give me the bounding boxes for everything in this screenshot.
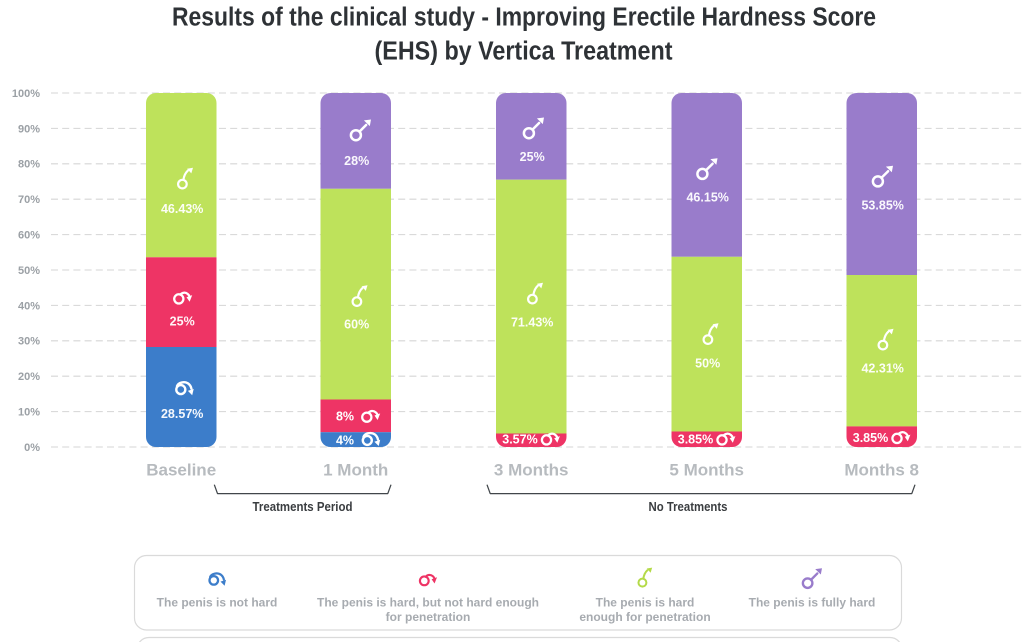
- svg-text:The penis is not hard: The penis is not hard: [157, 596, 278, 610]
- svg-text:No Treatments: No Treatments: [649, 500, 728, 514]
- svg-text:71.43%: 71.43%: [511, 315, 553, 329]
- svg-text:3.85%: 3.85%: [853, 431, 888, 445]
- svg-text:0%: 0%: [24, 442, 40, 454]
- svg-text:10%: 10%: [18, 407, 40, 419]
- svg-text:46.43%: 46.43%: [161, 202, 203, 216]
- svg-text:90%: 90%: [18, 123, 40, 135]
- svg-text:1 Month: 1 Month: [323, 461, 388, 480]
- svg-text:25%: 25%: [170, 314, 195, 328]
- svg-text:4%: 4%: [336, 433, 354, 447]
- svg-text:3.57%: 3.57%: [502, 432, 537, 446]
- svg-text:40%: 40%: [18, 300, 40, 312]
- svg-text:60%: 60%: [18, 230, 40, 242]
- svg-text:28.57%: 28.57%: [161, 407, 203, 421]
- svg-text:60%: 60%: [344, 317, 369, 331]
- svg-text:for penetration: for penetration: [386, 610, 471, 624]
- svg-text:3 Months: 3 Months: [494, 461, 569, 480]
- svg-text:20%: 20%: [18, 371, 40, 383]
- svg-text:28%: 28%: [344, 154, 369, 168]
- svg-text:25%: 25%: [520, 150, 545, 164]
- svg-text:50%: 50%: [18, 265, 40, 277]
- svg-text:Treatments Period: Treatments Period: [253, 500, 353, 514]
- svg-text:Months 8: Months 8: [844, 461, 919, 480]
- svg-text:100%: 100%: [12, 88, 40, 100]
- svg-text:30%: 30%: [18, 336, 40, 348]
- svg-text:5 Months: 5 Months: [669, 461, 744, 480]
- svg-text:The penis is hard, but not har: The penis is hard, but not hard enough: [317, 596, 539, 610]
- svg-text:3.85%: 3.85%: [678, 432, 713, 446]
- svg-text:Results of the clinical study: Results of the clinical study - Improvin…: [172, 3, 876, 31]
- svg-text:enough for penetration: enough for penetration: [579, 610, 710, 624]
- svg-text:8%: 8%: [336, 410, 354, 424]
- svg-text:53.85%: 53.85%: [861, 198, 903, 212]
- svg-text:46.15%: 46.15%: [686, 190, 728, 204]
- svg-text:70%: 70%: [18, 194, 40, 206]
- svg-text:50%: 50%: [695, 356, 720, 370]
- svg-text:80%: 80%: [18, 159, 40, 171]
- svg-text:Baseline: Baseline: [146, 461, 216, 480]
- svg-text:The penis is fully hard: The penis is fully hard: [749, 596, 876, 610]
- svg-text:The penis is hard: The penis is hard: [596, 596, 695, 610]
- svg-text:(EHS) by Vertica Treatment: (EHS) by Vertica Treatment: [375, 37, 673, 65]
- svg-text:42.31%: 42.31%: [861, 361, 903, 375]
